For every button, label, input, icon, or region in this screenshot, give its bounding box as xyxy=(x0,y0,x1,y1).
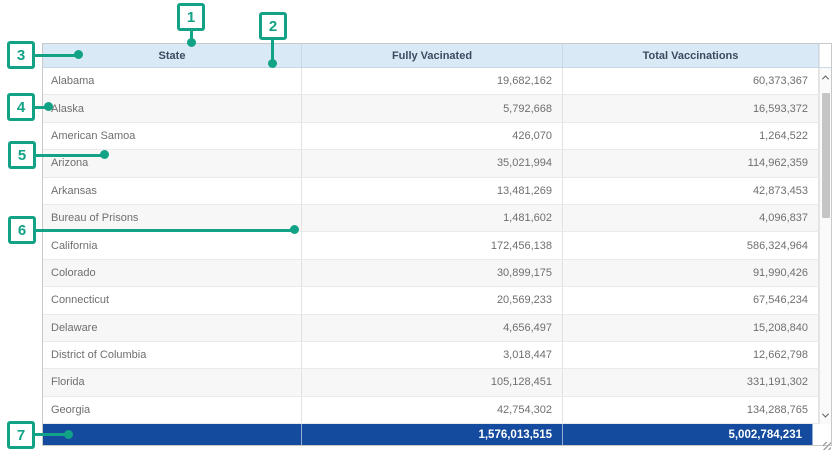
cell-total-vaccinations: 12,662,798 xyxy=(563,341,819,369)
cell-fully-vaccinated: 42,754,302 xyxy=(302,396,563,424)
chevron-up-icon xyxy=(821,74,830,82)
annotation-dot-3 xyxy=(74,50,83,59)
cell-fully-vaccinated: 19,682,162 xyxy=(302,68,563,95)
totals-cell-fully-vaccinated: 1,576,013,515 xyxy=(302,424,563,445)
cell-fully-vaccinated: 20,569,233 xyxy=(302,287,563,314)
table-row[interactable]: Delaware 4,656,497 15,208,840 xyxy=(43,314,831,342)
annotation-dot-6 xyxy=(290,225,299,234)
column-header-total-vaccinations[interactable]: Total Vaccinations xyxy=(563,44,819,67)
resize-grip-icon[interactable] xyxy=(823,442,831,450)
annotation-dot-1 xyxy=(187,38,196,47)
cell-total-vaccinations: 42,873,453 xyxy=(563,177,819,204)
cell-total-vaccinations: 114,962,359 xyxy=(563,150,819,177)
cell-fully-vaccinated: 1,481,602 xyxy=(302,204,563,232)
annotation-line-6 xyxy=(36,229,294,232)
cell-fully-vaccinated: 4,656,497 xyxy=(302,314,563,341)
cell-fully-vaccinated: 30,899,175 xyxy=(302,259,563,287)
table-row[interactable]: District of Columbia 3,018,447 12,662,79… xyxy=(43,341,831,370)
cell-fully-vaccinated: 172,456,138 xyxy=(302,232,563,259)
cell-fully-vaccinated: 5,792,668 xyxy=(302,95,563,122)
table-totals-row: 1,576,013,515 5,002,784,231 xyxy=(43,424,831,445)
cell-total-vaccinations: 67,546,234 xyxy=(563,287,819,314)
table-row[interactable]: California 172,456,138 586,324,964 xyxy=(43,232,831,260)
cell-fully-vaccinated: 13,481,269 xyxy=(302,177,563,204)
annotation-line-1 xyxy=(190,31,193,42)
annotation-line-7 xyxy=(35,433,68,436)
annotation-line-4 xyxy=(35,106,48,109)
cell-state: Delaware xyxy=(43,314,302,341)
table-row[interactable]: American Samoa 426,070 1,264,522 xyxy=(43,122,831,151)
totals-cell-total-vaccinations: 5,002,784,231 xyxy=(563,424,813,445)
scroll-up-button[interactable] xyxy=(820,70,831,84)
cell-state: Connecticut xyxy=(43,287,302,314)
cell-fully-vaccinated: 3,018,447 xyxy=(302,341,563,369)
cell-state: Florida xyxy=(43,369,302,396)
table-row[interactable]: Arizona 35,021,994 114,962,359 xyxy=(43,150,831,178)
cell-state: Colorado xyxy=(43,259,302,287)
annotation-dot-2 xyxy=(268,59,277,68)
cell-state: Alaska xyxy=(43,95,302,122)
cell-total-vaccinations: 60,373,367 xyxy=(563,68,819,95)
cell-state: Arizona xyxy=(43,150,302,177)
cell-state: District of Columbia xyxy=(43,341,302,369)
column-header-state[interactable]: State xyxy=(43,44,302,67)
chevron-down-icon xyxy=(821,410,830,418)
annotation-callout-4: 4 xyxy=(7,93,35,121)
scrollbar-thumb[interactable] xyxy=(822,93,830,218)
annotation-line-2 xyxy=(271,40,274,61)
cell-state: Georgia xyxy=(43,396,302,424)
cell-state: Bureau of Prisons xyxy=(43,204,302,232)
cell-total-vaccinations: 15,208,840 xyxy=(563,314,819,341)
scroll-down-button[interactable] xyxy=(820,408,831,422)
table-row[interactable]: Alaska 5,792,668 16,593,372 xyxy=(43,95,831,123)
cell-total-vaccinations: 586,324,964 xyxy=(563,232,819,259)
table-row[interactable]: Colorado 30,899,175 91,990,426 xyxy=(43,259,831,288)
totals-scrollbar-gutter xyxy=(813,424,831,445)
cell-total-vaccinations: 1,264,522 xyxy=(563,122,819,150)
vaccination-list-table: State Fully Vacinated Total Vaccinations… xyxy=(42,43,832,446)
cell-fully-vaccinated: 105,128,451 xyxy=(302,369,563,396)
cell-state: Alabama xyxy=(43,68,302,95)
annotation-line-3 xyxy=(35,54,78,57)
annotation-callout-1: 1 xyxy=(177,3,205,31)
table-row[interactable]: Arkansas 13,481,269 42,873,453 xyxy=(43,177,831,205)
cell-total-vaccinations: 331,191,302 xyxy=(563,369,819,396)
cell-fully-vaccinated: 426,070 xyxy=(302,122,563,150)
cell-fully-vaccinated: 35,021,994 xyxy=(302,150,563,177)
annotation-line-5 xyxy=(36,154,104,157)
cell-state: California xyxy=(43,232,302,259)
table-body: Alabama 19,682,162 60,373,367 Alaska 5,7… xyxy=(43,68,831,425)
cell-total-vaccinations: 91,990,426 xyxy=(563,259,819,287)
table-row[interactable]: Alabama 19,682,162 60,373,367 xyxy=(43,68,831,96)
table-row[interactable]: Georgia 42,754,302 134,288,765 xyxy=(43,396,831,425)
totals-cell-state xyxy=(43,424,302,445)
annotation-callout-6: 6 xyxy=(8,216,36,244)
table-row[interactable]: Bureau of Prisons 1,481,602 4,096,837 xyxy=(43,204,831,233)
annotation-dot-5 xyxy=(100,150,109,159)
table-row[interactable]: Florida 105,128,451 331,191,302 xyxy=(43,369,831,397)
cell-state: American Samoa xyxy=(43,122,302,150)
annotation-dot-7 xyxy=(64,430,73,439)
annotation-callout-7: 7 xyxy=(7,421,35,449)
cell-total-vaccinations: 16,593,372 xyxy=(563,95,819,122)
annotation-dot-4 xyxy=(44,102,53,111)
column-header-fully-vaccinated[interactable]: Fully Vacinated xyxy=(302,44,563,67)
annotation-callout-2: 2 xyxy=(259,12,287,40)
vertical-scrollbar[interactable] xyxy=(819,68,831,424)
cell-total-vaccinations: 4,096,837 xyxy=(563,204,819,232)
table-header-row: State Fully Vacinated Total Vaccinations xyxy=(43,44,831,68)
table-row[interactable]: Connecticut 20,569,233 67,546,234 xyxy=(43,287,831,315)
cell-state: Arkansas xyxy=(43,177,302,204)
header-scrollbar-gutter xyxy=(819,44,831,67)
cell-total-vaccinations: 134,288,765 xyxy=(563,396,819,424)
annotation-callout-3: 3 xyxy=(7,41,35,69)
annotation-callout-5: 5 xyxy=(8,141,36,169)
